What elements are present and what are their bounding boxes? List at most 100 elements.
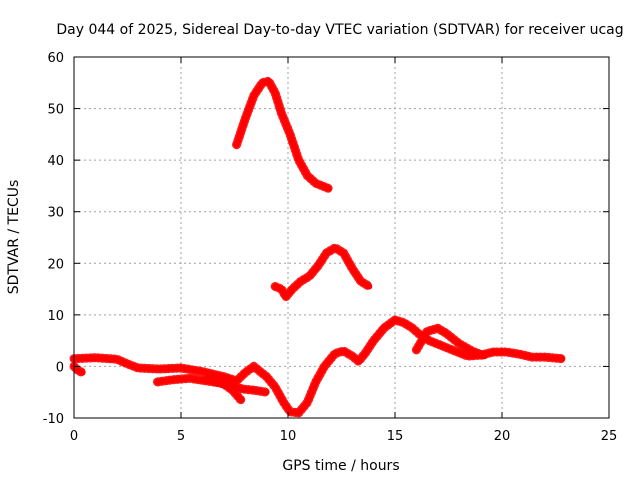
data-point xyxy=(251,93,257,99)
series-layer xyxy=(69,76,567,418)
data-point xyxy=(304,400,310,406)
data-point xyxy=(413,347,419,353)
x-tick-label: 15 xyxy=(387,429,404,444)
data-point xyxy=(272,283,278,289)
data-point xyxy=(371,338,377,344)
data-point xyxy=(304,173,310,179)
x-tick-label: 20 xyxy=(494,429,511,444)
x-tick-label: 10 xyxy=(280,429,297,444)
x-axis-label: GPS time / hours xyxy=(282,458,399,474)
data-point xyxy=(439,343,445,349)
data-point xyxy=(306,273,312,279)
data-point xyxy=(392,317,398,323)
data-point xyxy=(242,370,248,376)
series-trace-points xyxy=(69,315,567,418)
series-trace-points xyxy=(232,76,334,193)
data-point xyxy=(482,353,488,359)
y-tick-label: 50 xyxy=(47,103,64,118)
data-point xyxy=(92,355,98,361)
data-point xyxy=(490,349,496,355)
x-tick-label: 5 xyxy=(177,429,185,444)
data-point xyxy=(257,369,263,375)
data-point xyxy=(234,142,240,148)
data-point xyxy=(349,265,355,271)
data-point xyxy=(199,369,205,375)
y-tick-label: 10 xyxy=(47,309,64,324)
data-point xyxy=(212,378,218,384)
data-point xyxy=(272,90,278,96)
data-point xyxy=(234,378,240,384)
data-point xyxy=(315,263,321,269)
data-point xyxy=(326,186,332,192)
data-point xyxy=(287,409,293,415)
data-point xyxy=(465,353,471,359)
data-point xyxy=(283,294,289,300)
series-arc-high xyxy=(232,76,334,193)
data-point xyxy=(366,283,372,289)
data-point xyxy=(296,410,302,416)
data-point xyxy=(356,358,362,364)
data-point xyxy=(80,370,86,376)
data-point xyxy=(469,348,475,354)
data-point xyxy=(154,379,160,385)
data-point xyxy=(401,320,407,326)
data-point xyxy=(264,374,270,380)
data-point xyxy=(443,330,449,336)
y-tick-label: 40 xyxy=(47,154,64,169)
data-point xyxy=(381,325,387,331)
data-point xyxy=(264,389,270,395)
data-point xyxy=(516,351,522,357)
ticks: 0 5 10 15 20 25 -10 0 10 20 30 40 50 60 xyxy=(43,51,618,444)
data-point xyxy=(349,353,355,359)
data-point xyxy=(313,379,319,385)
data-point xyxy=(321,363,327,369)
y-tick-label: 20 xyxy=(47,257,64,272)
series-arc-low-3 xyxy=(202,374,246,405)
data-point xyxy=(559,356,565,362)
data-point xyxy=(114,356,120,362)
data-point xyxy=(542,354,548,360)
data-point xyxy=(240,386,246,392)
data-point xyxy=(313,180,319,186)
data-point xyxy=(409,325,415,331)
data-point xyxy=(187,375,193,381)
data-point xyxy=(272,384,278,390)
data-point xyxy=(341,250,347,256)
y-tick-label: -10 xyxy=(43,412,64,427)
data-point xyxy=(242,116,248,122)
chart-title: Day 044 of 2025, Sidereal Day-to-day VTE… xyxy=(56,22,623,38)
data-point xyxy=(296,157,302,163)
data-point xyxy=(289,286,295,292)
data-point xyxy=(279,286,285,292)
data-point xyxy=(424,328,430,334)
data-point xyxy=(157,366,163,372)
data-point xyxy=(125,361,130,367)
series-arc-mid xyxy=(270,243,374,302)
data-point xyxy=(341,348,347,354)
x-tick-label: 25 xyxy=(601,429,618,444)
grid xyxy=(74,57,609,418)
data-point xyxy=(503,349,509,355)
data-point xyxy=(221,381,227,387)
data-point xyxy=(229,387,235,393)
data-point xyxy=(266,78,272,84)
data-point xyxy=(259,80,265,86)
y-tick-label: 0 xyxy=(56,360,64,375)
data-point xyxy=(358,278,364,284)
x-tick-label: 0 xyxy=(70,429,78,444)
data-point xyxy=(332,245,338,251)
data-point xyxy=(178,365,184,371)
data-point xyxy=(221,374,227,380)
data-point xyxy=(287,131,293,137)
series-trace-points xyxy=(270,243,374,302)
series-arc-low-1 xyxy=(69,315,567,418)
data-point xyxy=(75,368,81,374)
data-point xyxy=(452,348,458,354)
series-arc-low-5 xyxy=(69,361,88,378)
y-axis-label: SDTVAR / TECUs xyxy=(6,180,22,295)
data-point xyxy=(298,278,304,284)
data-point xyxy=(251,387,257,393)
data-point xyxy=(204,376,210,382)
data-point xyxy=(238,397,244,403)
